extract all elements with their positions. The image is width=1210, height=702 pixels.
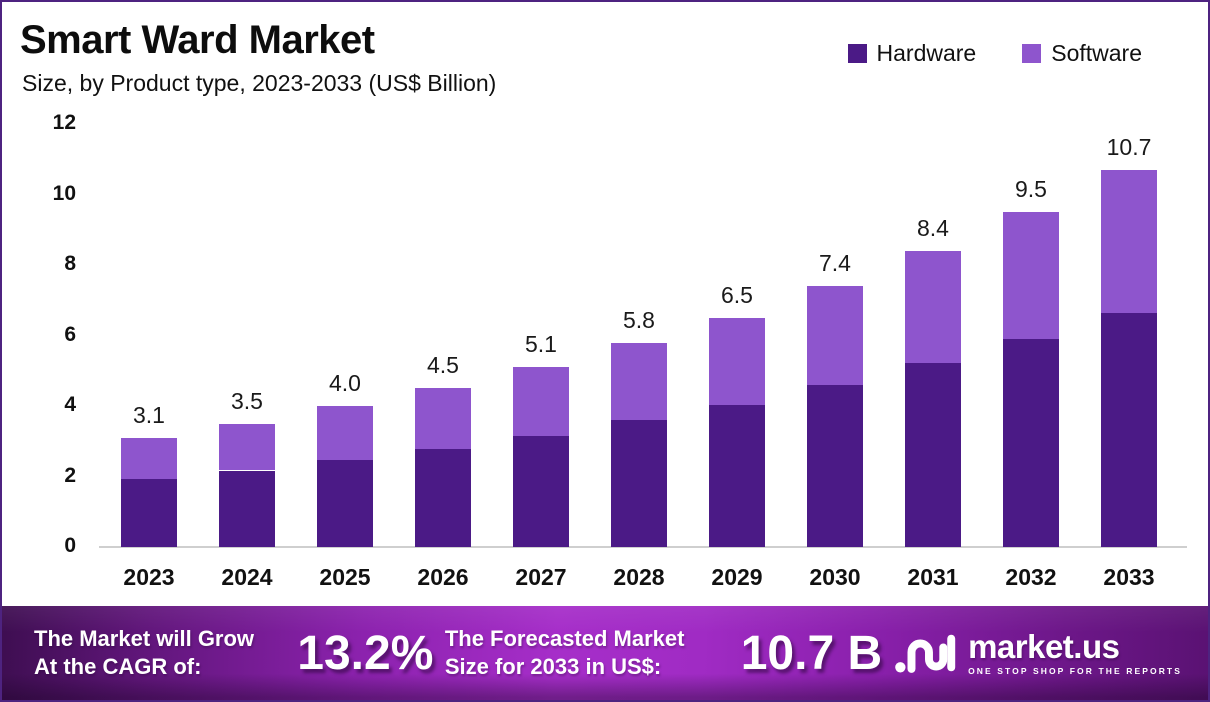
x-axis-tick-label: 2033 (1103, 564, 1155, 590)
bar-total-label: 7.4 (819, 250, 851, 277)
bar-segment-hardware (513, 435, 569, 547)
bar-total-label: 9.5 (1015, 176, 1047, 203)
bar-segment-software (807, 286, 863, 386)
bar-segment-hardware (121, 479, 177, 547)
brand-text: market.us ONE STOP SHOP FOR THE REPORTS (968, 630, 1182, 676)
x-axis-tick-label: 2029 (711, 564, 763, 590)
bar-total-label: 10.7 (1106, 133, 1152, 160)
footer-banner: The Market will Grow At the CAGR of: 13.… (2, 606, 1208, 700)
x-axis-tick-label: 2032 (1005, 564, 1057, 590)
y-axis-tick-label: 4 (64, 393, 76, 416)
hardware-swatch-icon (847, 44, 867, 63)
legend-label: Hardware (876, 40, 977, 66)
bar-segment-hardware (611, 420, 667, 547)
bar-total-label: 3.1 (133, 401, 165, 428)
bar-segment-hardware (1003, 339, 1059, 547)
page-subtitle: Size, by Product type, 2023-2033 (US$ Bi… (22, 70, 497, 96)
bar-segment-software (709, 317, 765, 405)
x-axis-tick-label: 2031 (907, 564, 959, 590)
bar-total-label: 4.5 (427, 352, 459, 379)
bar-total-label: 4.0 (329, 370, 361, 396)
bar-total-label: 5.1 (525, 331, 557, 358)
bar-segment-hardware (219, 470, 275, 547)
y-axis-tick-label: 12 (52, 111, 76, 134)
brand-name: market.us (968, 628, 1120, 665)
page-title: Smart Ward Market (20, 18, 375, 62)
bar-segment-hardware (807, 385, 863, 547)
bar-segment-software (415, 388, 471, 449)
y-axis-tick-label: 2 (64, 463, 76, 487)
bar-total-label: 6.5 (721, 281, 753, 308)
x-axis-tick-label: 2028 (613, 564, 665, 590)
x-axis-tick-label: 2026 (417, 564, 469, 590)
y-axis-tick-label: 10 (52, 181, 76, 205)
market-us-brand: market.us ONE STOP SHOP FOR THE REPORTS (894, 628, 1188, 678)
legend-label: Software (1051, 40, 1142, 66)
cagr-value: 13.2% (297, 626, 434, 680)
x-axis-tick-label: 2030 (809, 564, 861, 590)
cagr-label-line1: The Market will Grow (34, 625, 255, 651)
software-swatch-icon (1022, 44, 1042, 63)
bar-segment-software (1003, 212, 1059, 340)
bar-segment-hardware (415, 448, 471, 547)
bar-segment-hardware (317, 459, 373, 547)
bar-segment-software (611, 342, 667, 421)
bar-total-label: 5.8 (623, 306, 655, 333)
x-axis-tick-label: 2023 (123, 564, 175, 590)
bar-segment-software (905, 250, 961, 364)
cagr-label: The Market will Grow At the CAGR of: (34, 625, 286, 681)
bar-segment-software (513, 367, 569, 436)
bar-segment-software (1101, 169, 1157, 314)
y-axis-tick-label: 6 (64, 322, 76, 346)
chart-legend: Hardware Software (847, 40, 1142, 67)
bar-segment-hardware (1101, 313, 1157, 547)
bar-total-label: 3.5 (231, 387, 263, 414)
bar-segment-software (219, 423, 275, 471)
forecast-label: The Forecasted Market Size for 2033 in U… (445, 625, 729, 681)
bar-segment-hardware (905, 363, 961, 547)
forecast-label-line2: Size for 2033 in US$: (444, 654, 662, 679)
x-axis-tick-label: 2027 (515, 564, 567, 590)
x-axis-tick-label: 2025 (319, 564, 371, 590)
x-axis-tick-label: 2024 (221, 564, 273, 590)
y-axis-tick-label: 0 (64, 534, 76, 557)
market-us-logo-icon (895, 634, 956, 673)
bar-segment-software (317, 406, 373, 460)
bar-segment-hardware (709, 404, 765, 547)
y-axis-tick-label: 8 (64, 252, 76, 275)
bar-total-label: 8.4 (917, 214, 949, 241)
legend-item-hardware: Hardware (847, 40, 977, 67)
x-axis-baseline (99, 546, 1187, 548)
forecast-label-line1: The Forecasted Market (444, 625, 685, 651)
bar-segment-software (121, 437, 177, 480)
brand-tagline: ONE STOP SHOP FOR THE REPORTS (968, 666, 1182, 676)
legend-item-software: Software (1022, 40, 1142, 67)
forecast-value: 10.7 B (740, 626, 883, 680)
cagr-label-line2: At the CAGR of: (34, 654, 202, 679)
